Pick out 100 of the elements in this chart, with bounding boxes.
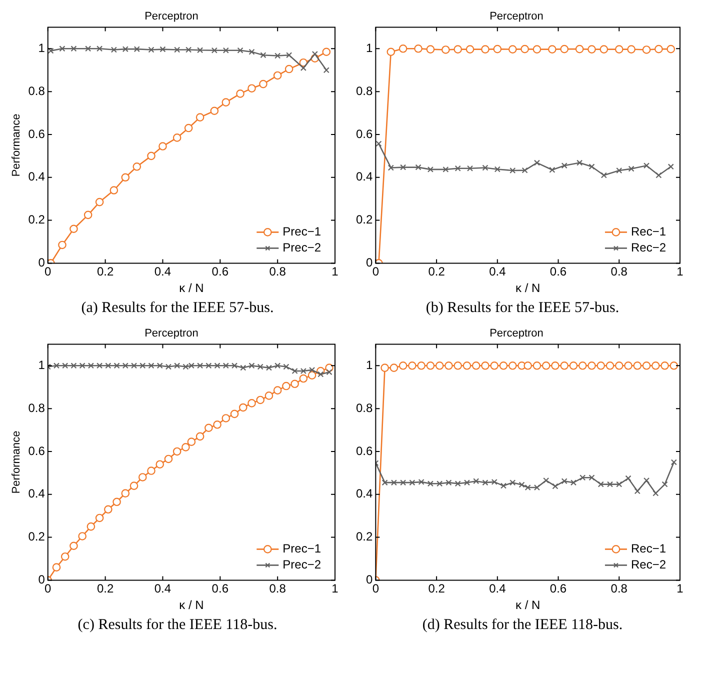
point — [534, 160, 540, 166]
legend-label: Prec−1 — [282, 542, 322, 556]
point — [614, 362, 624, 370]
x-tick-label: 0.6 — [550, 582, 567, 596]
x-tick-label: 0.6 — [550, 264, 567, 279]
legend-label: Rec−2 — [630, 558, 666, 572]
legend-label: Rec−2 — [630, 240, 666, 255]
point — [273, 386, 282, 394]
chart-title: Perceptron — [144, 328, 198, 340]
point — [508, 362, 517, 370]
text: (d) Results for the IEEE 118-bus. — [421, 617, 624, 634]
x-tick-label: 0.2 — [428, 264, 446, 279]
point — [211, 47, 218, 54]
point — [454, 480, 461, 487]
point — [222, 362, 229, 369]
point — [570, 480, 577, 486]
point — [59, 46, 66, 52]
point — [147, 466, 156, 475]
point — [70, 46, 77, 52]
text: (c) Results for the IEEE 118-bus. — [76, 617, 278, 634]
point — [414, 44, 422, 53]
point — [482, 480, 488, 486]
point — [580, 474, 586, 481]
x-tick-label: 0.8 — [610, 264, 628, 279]
point — [231, 362, 238, 369]
point — [174, 362, 180, 369]
point — [230, 410, 239, 418]
point — [442, 46, 450, 54]
y-tick-label: 0 — [38, 572, 46, 587]
point — [466, 45, 474, 54]
y-tick-label: 1 — [38, 358, 46, 372]
point — [616, 481, 622, 488]
point — [70, 542, 78, 550]
point — [561, 478, 568, 484]
point — [156, 460, 164, 468]
chart-title: Perceptron — [490, 10, 544, 23]
point — [426, 45, 435, 54]
point — [560, 44, 569, 54]
x-axis-title: κ / N — [516, 598, 540, 612]
point — [427, 166, 434, 172]
point — [522, 167, 528, 174]
point — [197, 362, 204, 369]
point — [121, 173, 130, 182]
point — [95, 514, 104, 522]
point — [187, 438, 196, 446]
point — [481, 45, 490, 54]
point — [222, 98, 230, 106]
point — [259, 80, 268, 88]
point — [542, 362, 550, 370]
point — [53, 362, 60, 369]
point — [222, 414, 230, 422]
x-tick-label: 0.6 — [212, 264, 229, 279]
point — [300, 368, 306, 374]
point — [382, 480, 388, 486]
x-tick-label: 0.4 — [154, 264, 172, 279]
point — [79, 362, 86, 369]
point — [569, 362, 578, 370]
point — [95, 198, 104, 206]
point — [464, 480, 470, 486]
point — [96, 46, 103, 52]
point — [616, 167, 622, 174]
point — [273, 71, 282, 80]
point — [390, 364, 398, 372]
x-tick-label: 0.2 — [96, 264, 114, 279]
point — [78, 532, 86, 540]
point — [282, 382, 290, 390]
point — [308, 371, 316, 380]
y-tick-label: 0.2 — [28, 212, 46, 227]
point — [444, 362, 453, 370]
legend-label: Rec−1 — [630, 224, 666, 239]
x-tick-label: 1 — [332, 582, 339, 596]
point — [627, 45, 636, 54]
point — [656, 172, 662, 178]
point — [482, 164, 488, 171]
point — [551, 362, 560, 370]
point — [510, 167, 516, 174]
point — [600, 172, 607, 178]
point — [257, 364, 264, 370]
point — [48, 48, 54, 54]
point — [462, 362, 472, 370]
point — [248, 84, 256, 92]
point — [112, 498, 121, 506]
point — [182, 364, 189, 370]
point — [624, 362, 632, 370]
point — [156, 362, 163, 369]
point — [196, 432, 204, 441]
point — [197, 47, 204, 54]
y-tick-label: 0 — [366, 256, 373, 270]
point — [84, 210, 92, 220]
point — [309, 366, 316, 373]
point — [481, 362, 490, 370]
point — [576, 160, 583, 166]
point — [598, 481, 604, 488]
point — [446, 480, 452, 486]
point — [326, 369, 332, 376]
point — [588, 362, 596, 370]
x-tick-label: 0.2 — [96, 582, 114, 596]
point — [518, 482, 525, 488]
point — [300, 64, 306, 71]
point — [670, 362, 678, 370]
